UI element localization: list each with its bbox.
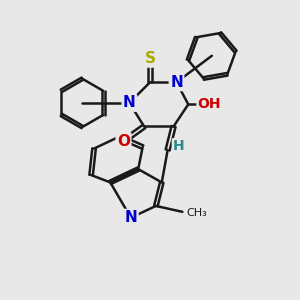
Text: N: N <box>123 95 136 110</box>
Text: O: O <box>117 134 130 149</box>
Text: CH₃: CH₃ <box>186 208 207 218</box>
Text: N: N <box>124 210 137 225</box>
Text: N: N <box>170 75 183 90</box>
Text: S: S <box>145 51 155 66</box>
Text: OH: OH <box>198 98 221 111</box>
Text: H: H <box>173 140 185 154</box>
